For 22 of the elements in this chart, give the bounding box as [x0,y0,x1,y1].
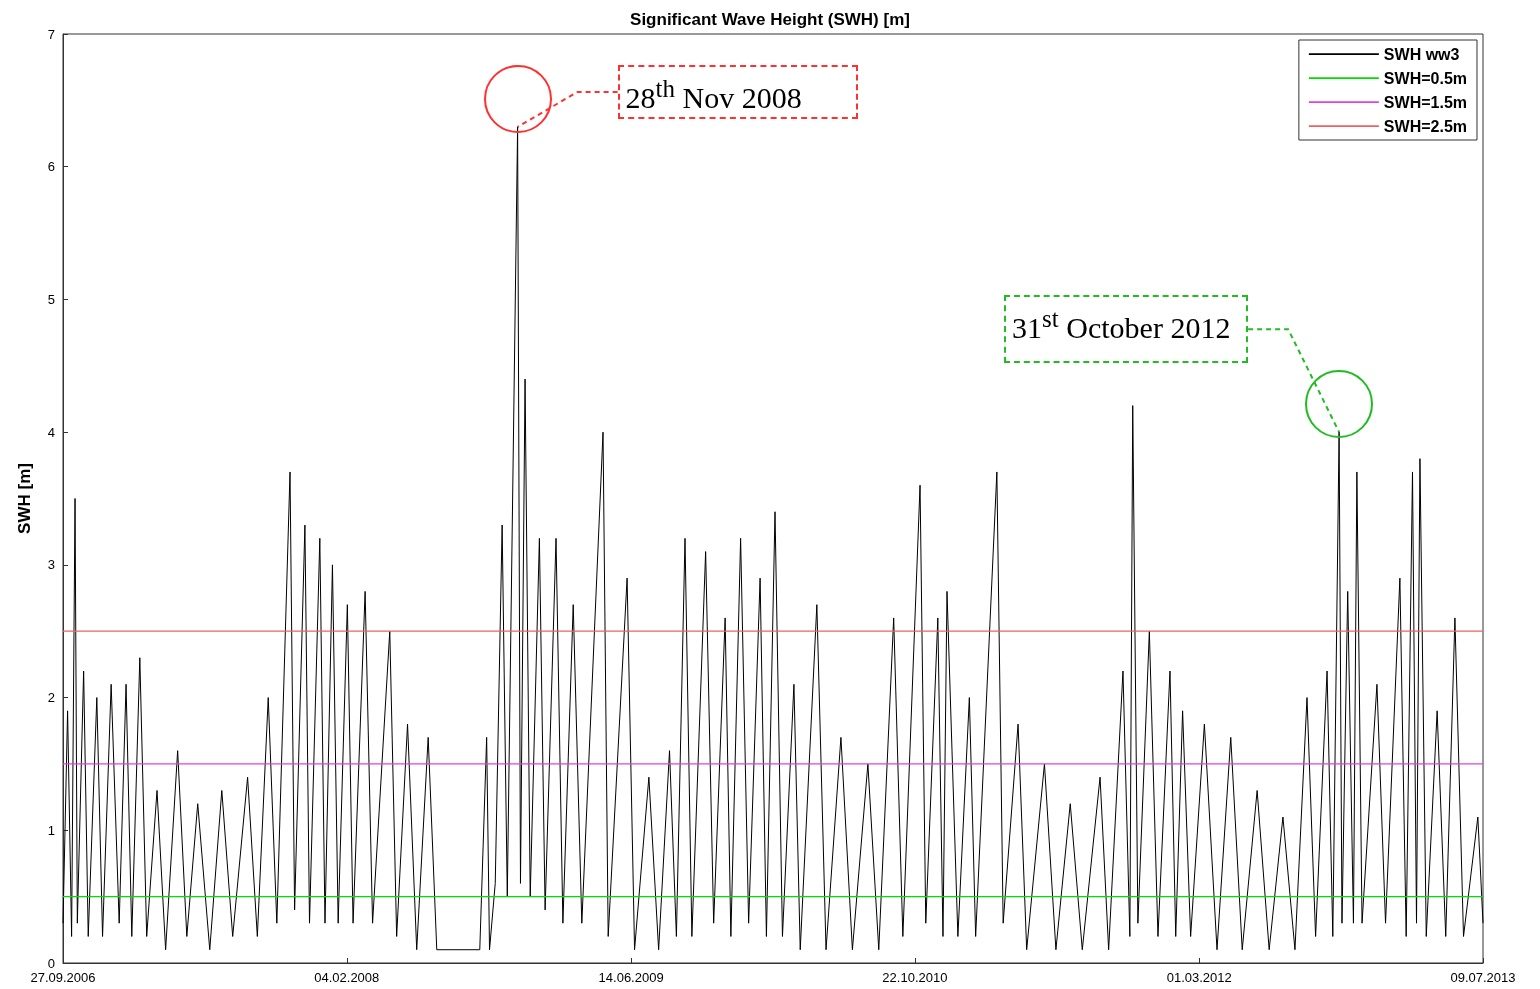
annotation: 28$^{th}$ Nov 2008 [617,64,858,119]
x-tick-label: 01.03.2012 [1166,970,1232,985]
legend-label: SWH=0.5m [1383,69,1467,87]
chart-title: Significant Wave Height (SWH) [m] [630,10,910,29]
y-tick-label: 6 [47,159,55,175]
x-tick-label: 22.10.2010 [882,970,948,985]
annotation: 31$^{st}$ October 2012 [1004,295,1249,364]
x-tick-label: 04.02.2008 [314,970,380,985]
y-tick-label: 0 [47,955,55,971]
y-tick-label: 5 [47,291,55,307]
legend-label: SWH=1.5m [1383,93,1467,111]
y-tick-label: 1 [47,822,55,838]
y-tick-label: 3 [47,557,55,573]
x-tick-label: 09.07.2013 [1450,970,1516,985]
y-axis-title: SWH [m] [15,463,34,534]
x-tick-label: 27.09.2006 [30,970,96,985]
x-tick-label: 14.06.2009 [598,970,664,985]
legend-label: SWH=2.5m [1383,117,1467,135]
y-tick-label: 7 [47,26,55,42]
legend-label: SWH ww3 [1383,45,1460,63]
y-tick-label: 2 [47,690,55,706]
y-tick-label: 4 [47,424,55,440]
